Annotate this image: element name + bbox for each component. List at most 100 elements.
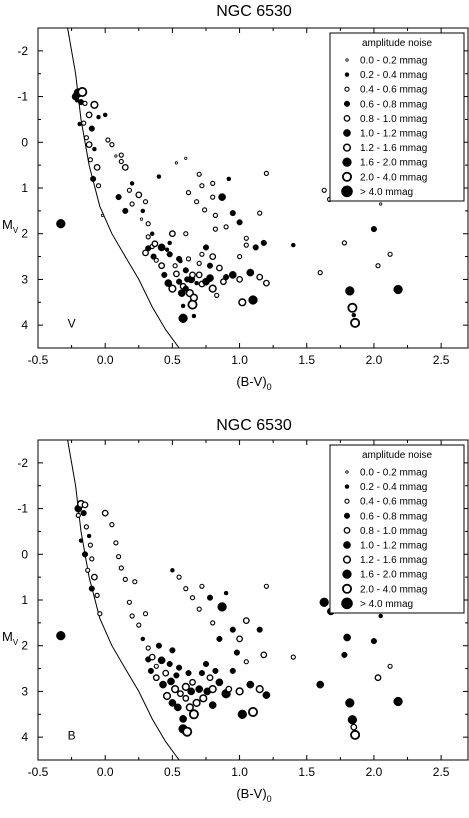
y-axis-label: MV bbox=[2, 217, 19, 235]
data-point bbox=[185, 703, 194, 712]
x-axis-label-subscript: 0 bbox=[267, 382, 272, 392]
data-point bbox=[208, 701, 217, 709]
data-point bbox=[169, 647, 176, 654]
data-point bbox=[189, 678, 196, 686]
legend-label: 0.6 - 0.8 mmag bbox=[360, 511, 427, 522]
y-axis-label-subscript: V bbox=[13, 226, 19, 235]
data-point bbox=[206, 262, 214, 269]
y-tick-label: 4 bbox=[21, 730, 28, 744]
legend-marker bbox=[345, 470, 349, 474]
data-point bbox=[176, 574, 182, 580]
data-point bbox=[126, 187, 132, 193]
data-point bbox=[341, 240, 348, 246]
data-point bbox=[182, 726, 193, 737]
data-point bbox=[255, 685, 264, 694]
legend-label: 2.0 - 4.0 mmag bbox=[360, 584, 427, 595]
data-point bbox=[100, 213, 105, 217]
legend-title: amplitude noise bbox=[362, 450, 432, 461]
data-point bbox=[387, 251, 393, 257]
data-point bbox=[91, 573, 98, 581]
legend-label: 0.4 - 0.6 mmag bbox=[360, 497, 427, 508]
data-point bbox=[148, 653, 156, 661]
data-point bbox=[162, 669, 170, 677]
legend-label: 0.6 - 0.8 mmag bbox=[360, 99, 427, 110]
legend-marker bbox=[344, 498, 350, 504]
legend-label: 0.8 - 1.0 mmag bbox=[360, 526, 427, 537]
data-point bbox=[393, 284, 403, 295]
data-point bbox=[196, 171, 202, 177]
data-point bbox=[350, 723, 358, 731]
data-point bbox=[199, 583, 205, 589]
data-point bbox=[176, 278, 183, 285]
data-point bbox=[92, 146, 97, 152]
legend-box bbox=[329, 444, 465, 614]
data-point bbox=[142, 611, 149, 617]
data-point bbox=[171, 685, 180, 694]
data-point bbox=[182, 267, 189, 274]
data-point bbox=[370, 226, 377, 233]
data-point bbox=[115, 553, 122, 560]
data-point bbox=[198, 670, 205, 677]
data-point bbox=[166, 251, 173, 258]
data-point bbox=[202, 660, 210, 668]
data-point bbox=[212, 212, 218, 218]
legend-label: 0.0 - 0.2 mmag bbox=[360, 468, 427, 479]
data-point bbox=[235, 687, 244, 696]
data-point bbox=[85, 111, 93, 119]
data-point bbox=[343, 633, 351, 642]
x-tick-label: 2.5 bbox=[433, 765, 450, 779]
x-tick-label: 1.5 bbox=[298, 353, 315, 367]
data-point bbox=[97, 611, 103, 617]
data-point bbox=[223, 590, 229, 596]
x-tick-label: -0.5 bbox=[28, 765, 49, 779]
data-point bbox=[229, 210, 236, 217]
data-point bbox=[122, 207, 129, 214]
data-point bbox=[189, 293, 198, 302]
data-point bbox=[238, 298, 247, 307]
data-point bbox=[102, 112, 108, 118]
data-point bbox=[194, 280, 199, 286]
data-point bbox=[217, 602, 227, 612]
x-tick-label: 0.0 bbox=[97, 765, 114, 779]
data-point bbox=[192, 698, 201, 708]
data-point bbox=[262, 279, 270, 287]
data-point bbox=[166, 660, 173, 668]
data-point bbox=[168, 284, 177, 293]
data-point bbox=[157, 656, 166, 665]
y-tick-label: 3 bbox=[21, 684, 28, 698]
data-point bbox=[187, 687, 196, 696]
x-tick-label: 2.5 bbox=[433, 353, 450, 367]
data-point bbox=[341, 651, 348, 658]
data-point bbox=[319, 597, 329, 607]
y-tick-label: 3 bbox=[21, 272, 28, 286]
data-point bbox=[176, 690, 184, 698]
legend-marker bbox=[342, 555, 352, 564]
data-point bbox=[77, 121, 82, 127]
legend-marker bbox=[342, 569, 352, 579]
data-point bbox=[199, 694, 208, 703]
data-point bbox=[237, 709, 247, 719]
chart-title: NGC 6530 bbox=[216, 417, 292, 434]
data-point bbox=[75, 512, 81, 519]
data-point bbox=[189, 595, 196, 601]
data-point bbox=[126, 599, 132, 605]
data-point bbox=[172, 270, 180, 278]
isochrone-line bbox=[67, 439, 180, 761]
data-point bbox=[156, 174, 162, 179]
data-point bbox=[167, 677, 175, 686]
legend-marker bbox=[344, 72, 350, 77]
data-point bbox=[118, 565, 124, 571]
x-axis-label: (B-V)0 bbox=[236, 374, 271, 392]
legend-marker bbox=[343, 527, 351, 534]
data-point bbox=[155, 642, 162, 649]
chart-title: NGC 6530 bbox=[216, 3, 292, 20]
data-point bbox=[168, 699, 177, 707]
data-point bbox=[243, 659, 249, 665]
legend-label: 2.0 - 4.0 mmag bbox=[360, 172, 427, 183]
data-point bbox=[218, 193, 226, 201]
data-point bbox=[96, 114, 101, 120]
data-point bbox=[236, 635, 244, 643]
data-point bbox=[206, 674, 214, 682]
data-point bbox=[177, 289, 186, 297]
